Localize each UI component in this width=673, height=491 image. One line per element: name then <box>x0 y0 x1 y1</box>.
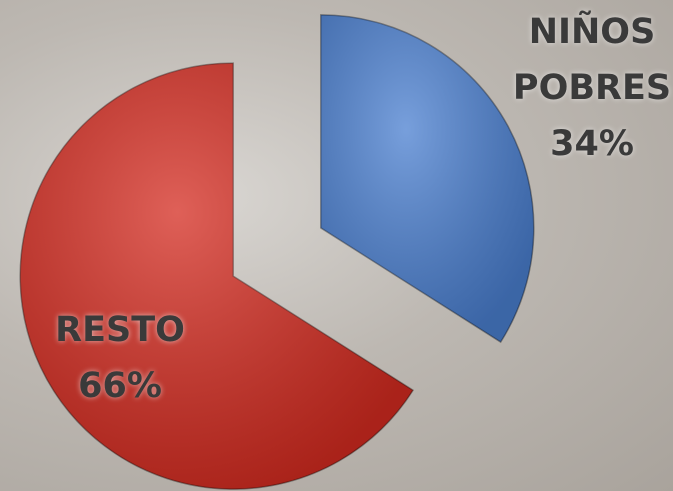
category-label: NIÑOS POBRES <box>512 12 672 108</box>
slice-label: NIÑOS POBRES 34% <box>512 4 672 172</box>
value-label: 34% <box>550 124 634 164</box>
slice-shading <box>20 63 414 490</box>
slice-shading <box>320 14 534 343</box>
category-label: RESTO <box>55 310 185 350</box>
value-label: 66% <box>78 366 162 406</box>
slice-label: RESTO 66% <box>40 302 200 414</box>
